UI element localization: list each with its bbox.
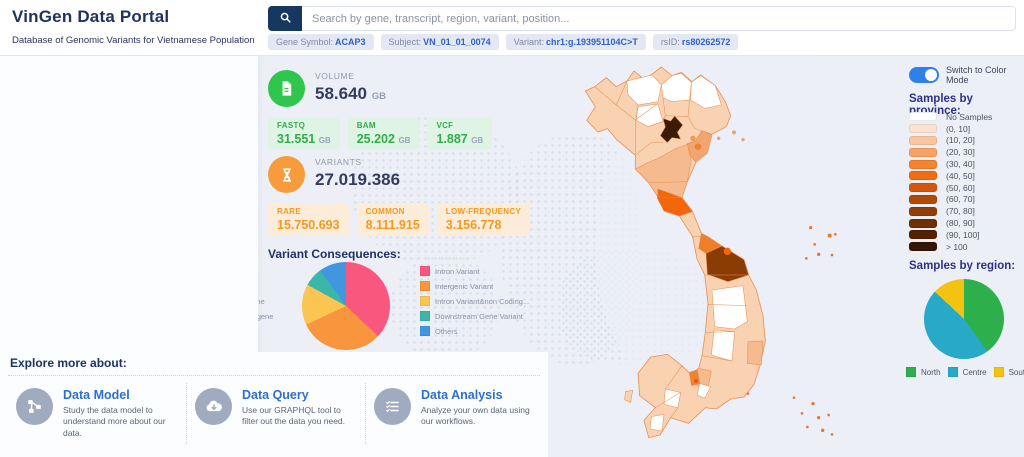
low-frequency-chip: LOW-FREQUENCY 3.156.778 [436, 203, 531, 236]
vcf-chip: VCF 1.887 GB [427, 117, 493, 150]
legend-row: (40, 50] [909, 170, 992, 182]
province-legend: No Samples (0, 10] (10, 20] (20, 30] (30… [909, 111, 992, 253]
search-input[interactable] [302, 6, 1016, 31]
stat-value: 27.019.386 [315, 170, 401, 189]
samples-by-province-heading: Samples by province: [909, 93, 973, 117]
region-legend: North Centre South [906, 367, 1024, 377]
rare-chip: RARE 15.750.693 [268, 203, 349, 236]
variant-consequences-legend: Intron Variant Intergenic Variant Intron… [420, 266, 529, 341]
legend-row: (30, 40] [909, 158, 992, 170]
province-hanoi-dark[interactable] [660, 115, 684, 144]
toggle-knob [925, 69, 937, 81]
legend-row: (90, 100] [909, 229, 992, 241]
variant-consequences-heading: Variant Consequences: [268, 247, 401, 261]
card-title: Data Model [63, 388, 130, 402]
legend-row: (10, 20] [909, 135, 992, 147]
card-title: Data Query [242, 388, 309, 402]
samples-by-region-heading: Samples by region: [909, 260, 1016, 272]
card-desc: Study the data model to understand more … [63, 405, 166, 438]
app-subtitle: Database of Genomic Variants for Vietnam… [12, 35, 255, 46]
samples-by-region-pie [924, 279, 1004, 359]
stat-label: VOLUME [315, 71, 355, 81]
stat-label: VARIANTS [315, 157, 362, 167]
tag-gene-symbol[interactable]: Gene Symbol: ACAP3 [268, 34, 374, 50]
search-example-tags: Gene Symbol: ACAP3 Subject: VN_01_01_0074 … [268, 34, 739, 50]
legend-row: No Samples [909, 111, 992, 123]
bam-chip: BAM 25.202 GB [347, 117, 420, 150]
map-legend-panel: Switch to Color Mode Samples by province… [905, 55, 1024, 457]
variants-chips: RARE 15.750.693 COMMON 8.111.915 LOW-FREQU… [268, 203, 531, 236]
paracel-islands [805, 226, 837, 260]
vietnam-choropleth-map[interactable] [548, 55, 942, 457]
toggle-label: Switch to Color Mode [946, 65, 1007, 85]
stat-value: 58.640 GB [315, 84, 386, 103]
world-dots-pattern [390, 255, 500, 360]
legend-row: (60, 70] [909, 194, 992, 206]
data-analysis-card[interactable]: Data Analysis Analyze your own data usin… [365, 383, 544, 445]
legend-row: (80, 90] [909, 217, 992, 229]
card-desc: Analyze your own data using our workflow… [421, 405, 530, 427]
common-chip: COMMON 8.111.915 [356, 203, 429, 236]
card-desc: Use our GRAPHQL tool to filter out the d… [242, 405, 346, 427]
fastq-chip: FASTQ 31.551 GB [268, 117, 340, 150]
legend-row: (70, 80] [909, 205, 992, 217]
header: VinGen Data Portal Database of Genomic V… [0, 0, 1024, 56]
color-mode-toggle-row: Switch to Color Mode [909, 65, 1024, 85]
spratly-islands [792, 396, 834, 436]
tag-subject[interactable]: Subject: VN_01_01_0074 [380, 34, 499, 50]
tag-variant[interactable]: Variant: chr1:g.193951104C>T [505, 34, 646, 50]
checklist-icon [374, 388, 411, 425]
tag-rsid[interactable]: rsID: rs80262572 [652, 34, 739, 50]
dotted-divider [8, 375, 540, 376]
cloud-download-icon [195, 388, 232, 425]
search-button[interactable] [268, 6, 302, 31]
variants-stat: VARIANTS 27.019.386 [268, 156, 400, 193]
legend-row: (50, 60] [909, 182, 992, 194]
legend-row: (0, 10] [909, 123, 992, 135]
app-title: VinGen Data Portal [12, 7, 170, 26]
volume-chips: FASTQ 31.551 GB BAM 25.202 GB VCF 1.887 GB [268, 117, 493, 150]
explore-section: Explore more about: Data Model Study the… [0, 352, 548, 457]
legend-row: (20, 30] [909, 146, 992, 158]
search-bar [268, 6, 1016, 31]
card-title: Data Analysis [421, 388, 503, 402]
file-icon [268, 70, 305, 107]
explore-cards: Data Model Study the data model to under… [8, 383, 544, 445]
brand-block: VinGen Data Portal Database of Genomic V… [12, 7, 255, 46]
vietnam-map-area [548, 55, 942, 457]
volume-stat: VOLUME 58.640 GB [268, 70, 386, 107]
color-mode-toggle[interactable] [909, 67, 939, 83]
variant-consequences-pie [302, 262, 390, 350]
explore-heading: Explore more about: [10, 356, 127, 370]
legend-row: > 100 [909, 241, 992, 253]
search-icon [278, 10, 293, 28]
diagram-icon [16, 388, 53, 425]
dna-icon [268, 156, 305, 193]
data-model-card[interactable]: Data Model Study the data model to under… [8, 383, 186, 444]
province-central-dark[interactable] [705, 245, 749, 282]
phu-quoc-island [624, 390, 633, 403]
data-query-card[interactable]: Data Query Use our GRAPHQL tool to filte… [186, 383, 365, 445]
